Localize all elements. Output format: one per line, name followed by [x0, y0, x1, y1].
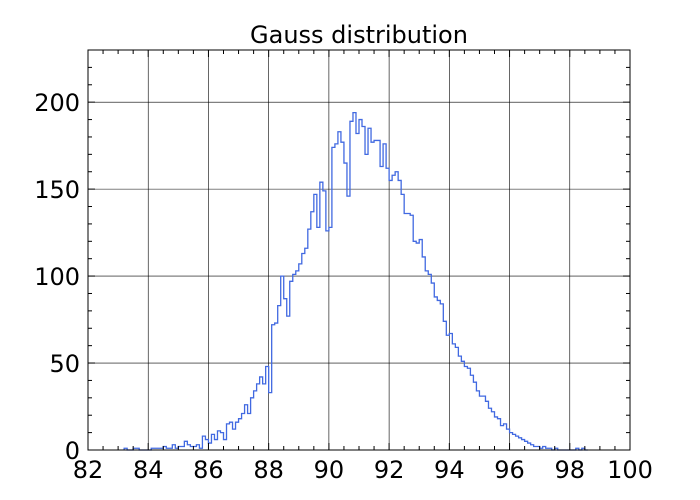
y-axis-tick-labels: 0 50 100 150 200	[34, 89, 80, 465]
y-tick-label: 200	[34, 89, 80, 117]
x-tick-label: 88	[253, 456, 284, 484]
y-tick-label: 100	[34, 263, 80, 291]
histogram-series-line	[123, 111, 588, 451]
y-tick-label: 150	[34, 176, 80, 204]
chart-title: Gauss distribution	[250, 21, 468, 49]
x-tick-label: 82	[73, 456, 104, 484]
x-axis-tick-labels: 82 84 86 88 90 92 94 96 98 100	[73, 456, 653, 484]
x-tick-label: 98	[555, 456, 586, 484]
y-tick-label: 50	[49, 350, 80, 378]
x-tick-label: 94	[434, 456, 465, 484]
x-tick-label: 86	[193, 456, 224, 484]
x-tick-label: 100	[607, 456, 653, 484]
x-tick-label: 84	[133, 456, 164, 484]
grid-lines	[87, 50, 631, 451]
axis-ticks	[87, 49, 631, 451]
x-tick-label: 92	[374, 456, 405, 484]
plot-frame	[87, 49, 631, 451]
y-tick-label: 0	[65, 437, 80, 465]
x-tick-label: 96	[494, 456, 525, 484]
x-tick-label: 90	[314, 456, 345, 484]
